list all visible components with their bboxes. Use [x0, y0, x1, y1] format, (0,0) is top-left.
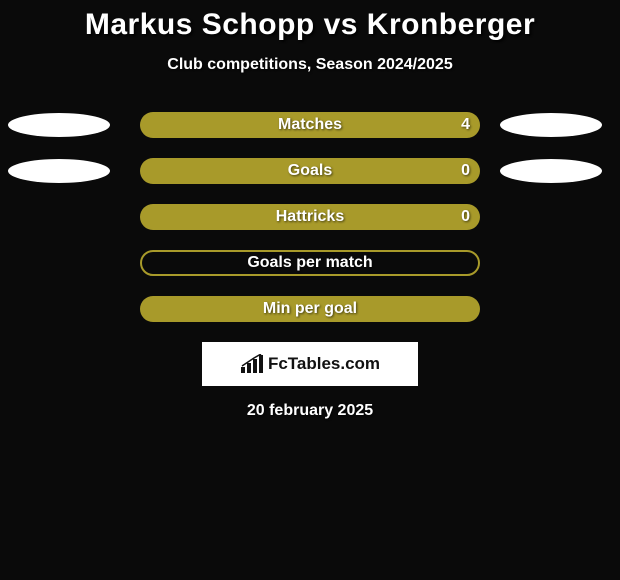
page-subtitle: Club competitions, Season 2024/2025: [0, 56, 620, 74]
right-ellipse: [500, 159, 602, 183]
stat-label: Matches: [278, 116, 342, 134]
stat-label: Hattricks: [276, 208, 344, 226]
logo-text: FcTables.com: [268, 354, 380, 374]
bar-chart-icon: [240, 354, 264, 374]
stat-label: Goals: [288, 162, 332, 180]
stat-rows: Matches 4 Goals 0 Hattricks 0 Goals per match M…: [0, 112, 620, 322]
stat-label: Min per goal: [263, 300, 357, 318]
stat-bar: Hattricks 0: [140, 204, 480, 230]
page-title: Markus Schopp vs Kronberger: [0, 8, 620, 42]
stat-bar: Min per goal: [140, 296, 480, 322]
stat-value: 0: [461, 208, 470, 226]
logo-box: FcTables.com: [202, 342, 418, 386]
stat-row: Goals per match: [0, 250, 620, 276]
left-ellipse: [8, 113, 110, 137]
stat-label: Goals per match: [247, 254, 372, 272]
stat-row: Min per goal: [0, 296, 620, 322]
stat-value: 0: [461, 162, 470, 180]
stat-value: 4: [461, 116, 470, 134]
comparison-infographic: Markus Schopp vs Kronberger Club competi…: [0, 0, 620, 420]
left-ellipse: [8, 159, 110, 183]
stat-bar: Matches 4: [140, 112, 480, 138]
stat-row: Matches 4: [0, 112, 620, 138]
date-text: 20 february 2025: [0, 402, 620, 420]
stat-row: Hattricks 0: [0, 204, 620, 230]
stat-bar: Goals per match: [140, 250, 480, 276]
stat-bar: Goals 0: [140, 158, 480, 184]
right-ellipse: [500, 113, 602, 137]
stat-row: Goals 0: [0, 158, 620, 184]
